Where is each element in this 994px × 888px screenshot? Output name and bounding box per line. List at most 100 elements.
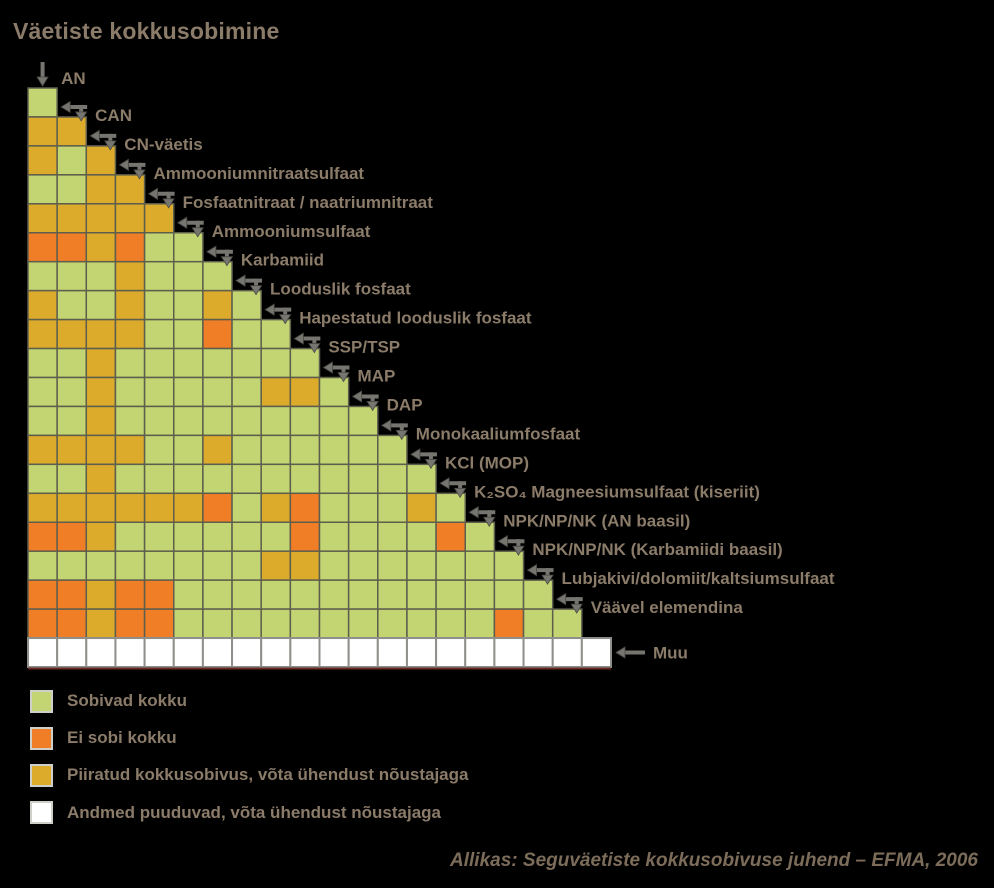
- cell-r4-c4: [114, 174, 146, 205]
- cell-r20-c11: [318, 637, 350, 668]
- cell-r9-c9: [260, 318, 292, 350]
- cell-r18-c2: [56, 579, 88, 610]
- cell-r16-c6: [173, 521, 204, 552]
- cell-r12-c3: [85, 405, 117, 437]
- cell-r13-c2: [56, 434, 88, 466]
- cell-r18-c11: [318, 579, 350, 610]
- cell-r3-c3: [85, 145, 117, 176]
- arrow-down-icon: [278, 314, 292, 325]
- arrow-left-icon: [410, 448, 421, 461]
- cell-r18-c17: [493, 579, 525, 610]
- cell-r17-c9: [260, 550, 292, 581]
- arrow-left-icon: [235, 274, 246, 287]
- cell-r4-c2: [56, 174, 88, 205]
- cell-r14-c8: [231, 463, 262, 495]
- cell-r19-c17: [493, 608, 525, 639]
- arrow-down-icon: [162, 198, 175, 209]
- cell-r20-c1: [27, 637, 59, 668]
- cell-r15-c5: [143, 492, 175, 523]
- cell-r11-c9: [260, 376, 292, 408]
- cell-r11-c2: [56, 376, 88, 408]
- cell-r14-c5: [143, 463, 175, 495]
- arrow-down-icon: [424, 458, 438, 470]
- cell-r10-c1: [27, 347, 58, 379]
- arrow-left-icon: [176, 216, 188, 229]
- cell-r18-c13: [377, 579, 408, 610]
- cell-r4-c1: [27, 174, 58, 205]
- cell-r20-c9: [260, 637, 292, 668]
- cell-r13-c6: [173, 434, 204, 466]
- cell-r13-c4: [114, 434, 146, 466]
- cell-r2-c1: [27, 116, 58, 147]
- cell-r19-c12: [347, 608, 379, 639]
- cell-r9-c5: [143, 318, 175, 350]
- cell-r17-c12: [347, 550, 379, 581]
- cell-r15-c9: [260, 492, 292, 523]
- cell-r10-c7: [202, 347, 233, 379]
- cell-r11-c11: [318, 376, 350, 408]
- cell-r8-c5: [143, 289, 175, 321]
- cell-r16-c12: [347, 521, 379, 552]
- row-label-15: K₂SO₄ Magneesiumsulfaat (kiseriit): [474, 482, 760, 501]
- cell-r16-c4: [114, 521, 146, 552]
- legend-label: Andmed puuduvad, võta ühendust nõustajag…: [67, 802, 442, 822]
- cell-r14-c3: [85, 463, 117, 495]
- arrow-down-icon: [483, 516, 496, 528]
- arrow-down-icon: [337, 372, 350, 383]
- cell-r12-c9: [260, 405, 292, 437]
- cell-r20-c16: [464, 637, 496, 668]
- cell-r7-c6: [173, 260, 204, 292]
- cell-r11-c4: [114, 376, 146, 408]
- cell-r14-c4: [114, 463, 146, 495]
- cell-r7-c3: [85, 260, 117, 292]
- cell-r18-c15: [435, 579, 467, 610]
- legend-item: Piiratud kokkusobivus, võta ühendust nõu…: [30, 762, 468, 788]
- cell-r7-c7: [202, 260, 233, 292]
- cell-r15-c1: [27, 492, 58, 523]
- cell-r17-c11: [318, 550, 350, 581]
- cell-r9-c4: [114, 318, 146, 350]
- row-label-20: Muu: [653, 644, 688, 663]
- cell-r8-c2: [56, 289, 88, 321]
- arrow-down-icon: [133, 169, 146, 180]
- cell-r12-c7: [202, 405, 233, 437]
- cell-r13-c7: [202, 434, 233, 466]
- cell-r5-c1: [27, 203, 58, 234]
- legend-swatch-W: [30, 801, 53, 825]
- arrow-down-icon: [366, 401, 379, 412]
- legend-label: Sobivad kokku: [67, 691, 187, 710]
- cell-r17-c3: [85, 550, 117, 581]
- arrow-left-icon: [381, 419, 392, 432]
- cell-r18-c5: [143, 579, 175, 610]
- arrow-left-icon: [118, 158, 129, 172]
- cell-r20-c17: [493, 637, 525, 668]
- arrow-left-icon: [555, 592, 567, 606]
- cell-r17-c14: [406, 550, 437, 581]
- cell-r6-c2: [56, 232, 88, 263]
- cell-r20-c5: [143, 637, 175, 668]
- cell-r19-c8: [231, 608, 262, 639]
- cell-r16-c1: [27, 521, 58, 552]
- arrow-down-icon: [74, 111, 88, 122]
- cell-r9-c1: [27, 318, 58, 350]
- row-label-13: Monokaaliumfosfaat: [416, 424, 581, 443]
- row-label-17: NPK/NP/NK (Karbamiidi baasil): [532, 540, 782, 559]
- cell-r7-c1: [27, 260, 58, 292]
- arrow-left-icon: [322, 361, 333, 374]
- cell-r14-c1: [27, 463, 58, 495]
- cell-r20-c8: [231, 637, 263, 668]
- cell-r15-c3: [85, 492, 117, 523]
- arrow-down-icon: [36, 76, 49, 87]
- arrow-left-icon: [89, 129, 100, 143]
- cell-r11-c6: [173, 376, 204, 408]
- cell-r18-c16: [464, 579, 496, 610]
- cell-r11-c10: [289, 376, 321, 408]
- cell-r17-c2: [56, 550, 88, 581]
- cell-r6-c3: [85, 232, 117, 263]
- cell-r16-c16: [464, 521, 496, 552]
- cell-r18-c10: [289, 579, 321, 610]
- arrow-left-icon: [439, 477, 450, 490]
- cell-r14-c11: [318, 463, 350, 495]
- cell-r15-c7: [202, 492, 233, 523]
